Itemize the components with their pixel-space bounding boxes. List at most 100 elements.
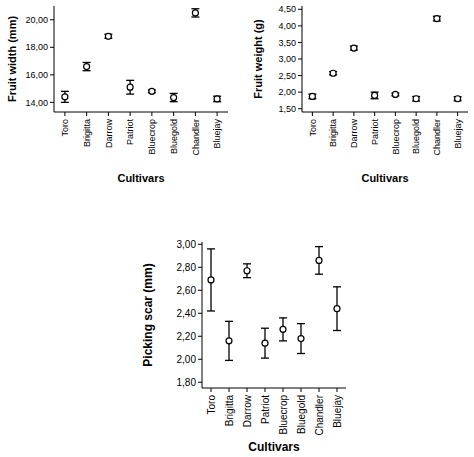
error-bar bbox=[297, 324, 305, 354]
x-tick bbox=[301, 388, 302, 392]
point bbox=[330, 70, 336, 76]
x-tick-label: Toro bbox=[308, 119, 318, 137]
x-tick bbox=[333, 112, 334, 116]
x-tick bbox=[457, 112, 458, 116]
error-bar-cap bbox=[170, 101, 178, 102]
y-tick bbox=[298, 9, 302, 10]
x-tick-label: Bluegold bbox=[411, 119, 421, 154]
error-bar-cap bbox=[279, 340, 287, 341]
y-tick-label: 1,80 bbox=[177, 377, 197, 388]
error-bar-cap bbox=[126, 80, 134, 81]
x-axis-label: Cultivars bbox=[117, 172, 164, 184]
point bbox=[392, 91, 398, 97]
error-bar-cap bbox=[279, 317, 287, 318]
x-tick-label: Brigitta bbox=[82, 119, 92, 147]
x-tick-label: Chandler bbox=[191, 119, 201, 156]
error-bar-cap bbox=[315, 274, 323, 275]
error-bar-cap bbox=[315, 246, 323, 247]
error-bar bbox=[61, 91, 69, 102]
point bbox=[372, 92, 378, 98]
y-tick-label: 14,00 bbox=[25, 98, 48, 108]
chart: 1,502,002,503,003,504,004,50ToroBrigitta… bbox=[252, 4, 468, 184]
data-group bbox=[207, 247, 341, 361]
x-tick bbox=[86, 112, 87, 116]
error-bar-cap bbox=[83, 70, 91, 71]
x-tick bbox=[416, 112, 417, 116]
x-tick-label: Brigitta bbox=[224, 395, 235, 427]
y-axis-label: Fruit weight (g) bbox=[252, 19, 264, 99]
error-bar-cap bbox=[333, 330, 341, 331]
x-tick bbox=[247, 388, 248, 392]
y-tick-label: 3,00 bbox=[177, 239, 197, 250]
y-tick bbox=[298, 108, 302, 109]
figure: 14,0016,0018,0020,00ToroBrigittaDarrowPa… bbox=[0, 0, 474, 457]
error-bar-cap bbox=[61, 102, 69, 103]
error-bar-cap bbox=[297, 353, 305, 354]
y-axis bbox=[202, 242, 203, 388]
x-axis bbox=[202, 388, 346, 389]
y-tick-label: 18,00 bbox=[25, 42, 48, 52]
x-tick bbox=[395, 112, 396, 116]
x-tick bbox=[319, 388, 320, 392]
x-axis bbox=[302, 112, 468, 113]
x-tick-label: Toro bbox=[60, 119, 70, 137]
error-bar bbox=[191, 9, 199, 17]
error-bar-cap bbox=[61, 91, 69, 92]
x-tick bbox=[108, 112, 109, 116]
y-tick bbox=[298, 25, 302, 26]
error-bar bbox=[207, 249, 215, 311]
y-tick bbox=[298, 59, 302, 60]
point bbox=[192, 10, 198, 16]
error-bar-cap bbox=[170, 93, 178, 94]
y-tick bbox=[50, 47, 54, 48]
error-bar bbox=[126, 80, 134, 94]
point bbox=[413, 96, 419, 102]
error-bar-cap bbox=[191, 16, 199, 17]
error-bar-cap bbox=[243, 277, 251, 278]
error-bar-cap bbox=[225, 360, 233, 361]
x-tick bbox=[151, 112, 152, 116]
y-axis-label: Picking scar (mm) bbox=[141, 263, 155, 366]
x-tick bbox=[64, 112, 65, 116]
error-bar bbox=[243, 264, 251, 278]
error-bar bbox=[371, 92, 379, 99]
y-axis bbox=[54, 6, 55, 112]
y-tick bbox=[198, 313, 202, 314]
point bbox=[351, 45, 357, 51]
point bbox=[62, 94, 68, 100]
point bbox=[455, 96, 461, 102]
error-bar-cap bbox=[261, 357, 269, 358]
y-tick-label: 4,00 bbox=[278, 21, 296, 31]
point bbox=[262, 340, 268, 346]
x-tick bbox=[217, 112, 218, 116]
x-axis-label: Cultivars bbox=[361, 172, 408, 184]
x-tick-label: Bluejay bbox=[453, 119, 463, 149]
y-tick bbox=[198, 267, 202, 268]
point bbox=[280, 326, 286, 332]
error-bar-cap bbox=[126, 93, 134, 94]
x-tick-label: Patriot bbox=[370, 119, 380, 146]
x-tick-label: Bluecrop bbox=[278, 395, 289, 435]
error-bar bbox=[433, 16, 441, 21]
y-tick-label: 2,00 bbox=[177, 354, 197, 365]
x-tick-label: Chandler bbox=[314, 394, 325, 435]
x-tick bbox=[265, 388, 266, 392]
error-bar bbox=[225, 321, 233, 360]
y-tick-label: 2,50 bbox=[278, 71, 296, 81]
x-tick bbox=[211, 388, 212, 392]
point bbox=[171, 95, 177, 101]
error-bar bbox=[170, 93, 178, 101]
y-tick-label: 2,80 bbox=[177, 262, 197, 273]
error-bar bbox=[213, 96, 221, 102]
y-tick-label: 20,00 bbox=[25, 15, 48, 25]
error-bar bbox=[279, 318, 287, 341]
y-tick-label: 2,00 bbox=[278, 87, 296, 97]
x-tick-label: Patriot bbox=[125, 119, 135, 146]
point bbox=[316, 257, 322, 263]
x-tick-label: Darrow bbox=[104, 119, 114, 149]
y-tick-label: 1,50 bbox=[278, 104, 296, 114]
error-bar bbox=[412, 96, 420, 101]
error-bar-cap bbox=[333, 286, 341, 287]
point bbox=[84, 64, 90, 70]
y-tick-label: 2,40 bbox=[177, 308, 197, 319]
